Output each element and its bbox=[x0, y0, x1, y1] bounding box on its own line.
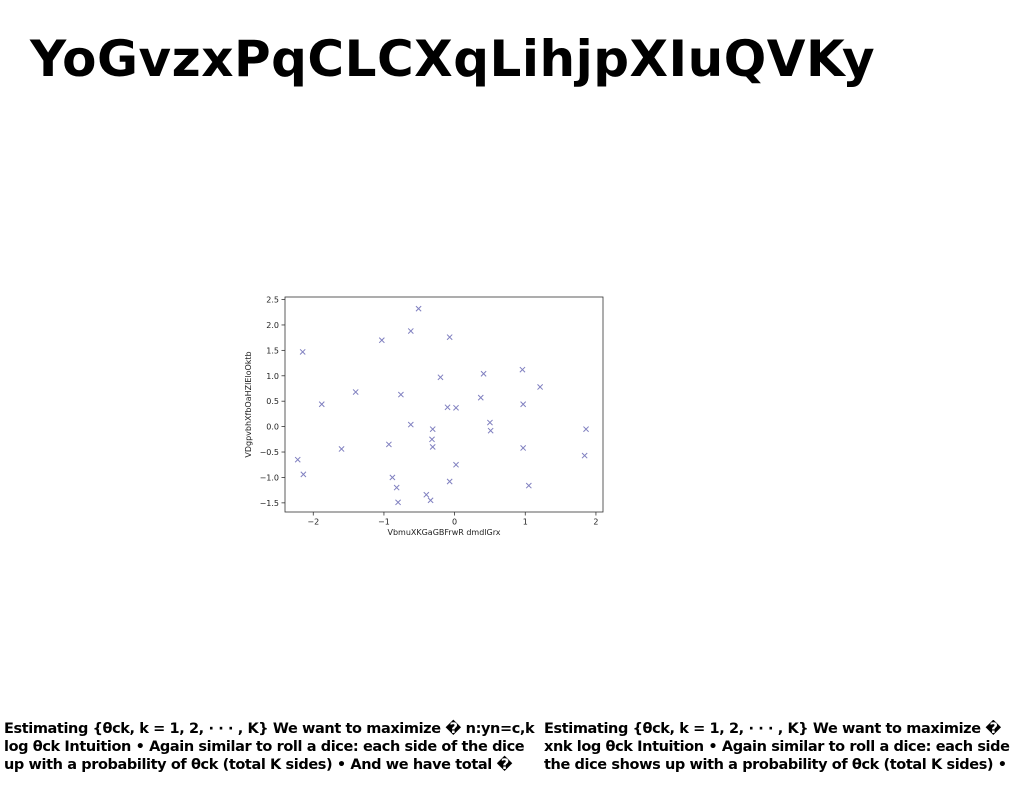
data-point-marker bbox=[407, 328, 414, 335]
x-tick-label: 2 bbox=[593, 518, 598, 527]
data-point-marker bbox=[583, 426, 589, 433]
data-point-marker bbox=[318, 401, 325, 408]
data-point-marker bbox=[294, 456, 301, 463]
data-point-marker bbox=[480, 370, 487, 377]
data-point-marker bbox=[415, 305, 422, 312]
data-point-marker bbox=[385, 441, 392, 448]
data-point-marker bbox=[429, 436, 435, 443]
plot-frame bbox=[284, 296, 604, 513]
x-tick-label: 0 bbox=[452, 518, 457, 527]
y-tick-label: −1.5 bbox=[260, 499, 279, 508]
data-point-marker bbox=[477, 394, 484, 401]
data-point-marker bbox=[429, 426, 436, 433]
y-tick-label: 2.5 bbox=[266, 296, 279, 305]
data-point-marker bbox=[519, 366, 526, 373]
scatter-chart: −2 −1 0 1 2 −1.5 −1.0 −0.5 0.0 0.5 1.0 1.5 2.0 2.5 Vb… bbox=[244, 296, 604, 537]
x-axis-label: VbmuXKGaGBFrwR dmdlGrx bbox=[387, 528, 500, 537]
caption-right: Estimating {θck, k = 1, 2, · · · , K} We… bbox=[544, 721, 1010, 773]
data-point-marker bbox=[581, 452, 588, 459]
data-point-marker bbox=[537, 384, 544, 390]
data-point-marker bbox=[446, 334, 453, 341]
data-point-marker bbox=[352, 389, 359, 396]
caption-left: Estimating {θck, k = 1, 2, · · · , K} We… bbox=[4, 721, 535, 773]
scatter-chart-figure: −2 −1 0 1 2 −1.5 −1.0 −0.5 0.0 0.5 1.0 1.5 2.0 2.5 Vb… bbox=[240, 290, 610, 540]
y-tick-label: 1.0 bbox=[266, 372, 279, 381]
data-point-marker bbox=[389, 474, 396, 481]
data-point-marker bbox=[453, 404, 459, 411]
data-point-marker bbox=[520, 445, 527, 451]
data-point-marker bbox=[446, 478, 453, 485]
data-point-marker bbox=[299, 348, 306, 355]
x-tick-label: 1 bbox=[523, 518, 528, 527]
data-point-marker bbox=[397, 391, 404, 398]
data-point-marker bbox=[378, 337, 385, 344]
data-point-marker bbox=[338, 446, 345, 452]
data-point-marker bbox=[437, 374, 444, 381]
data-point-marker bbox=[300, 471, 307, 478]
data-point-marker bbox=[429, 443, 436, 450]
y-tick-label: 2.0 bbox=[266, 321, 279, 330]
plot-layer: −2 −1 0 1 2 −1.5 −1.0 −0.5 0.0 0.5 1.0 1.5 2.0 2.5 bbox=[260, 296, 604, 527]
y-tick-label: 0.0 bbox=[266, 423, 279, 432]
data-point-marker bbox=[525, 482, 532, 489]
y-tick-label: 0.5 bbox=[266, 397, 279, 406]
y-tick-label: 1.5 bbox=[266, 346, 279, 355]
y-tick-label: −0.5 bbox=[260, 448, 279, 457]
data-point-marker bbox=[486, 419, 493, 426]
data-point-marker bbox=[393, 484, 400, 491]
data-point-marker bbox=[444, 404, 451, 411]
data-point-marker bbox=[453, 461, 459, 468]
y-axis-label: VDgpvbhXfbOaHZlEloOktb bbox=[244, 351, 253, 457]
data-point-marker bbox=[487, 427, 494, 434]
data-point-marker bbox=[427, 497, 434, 504]
data-point-marker bbox=[423, 491, 430, 498]
data-point-marker bbox=[407, 421, 414, 428]
y-tick-label: −1.0 bbox=[260, 473, 279, 482]
data-point-marker bbox=[520, 401, 527, 408]
slide-title: YoGvzxPqCLCXqLihjpXIuQVKy bbox=[30, 30, 876, 88]
data-point-marker bbox=[395, 499, 402, 506]
x-tick-label: −1 bbox=[378, 518, 390, 527]
x-tick-label: −2 bbox=[307, 518, 319, 527]
